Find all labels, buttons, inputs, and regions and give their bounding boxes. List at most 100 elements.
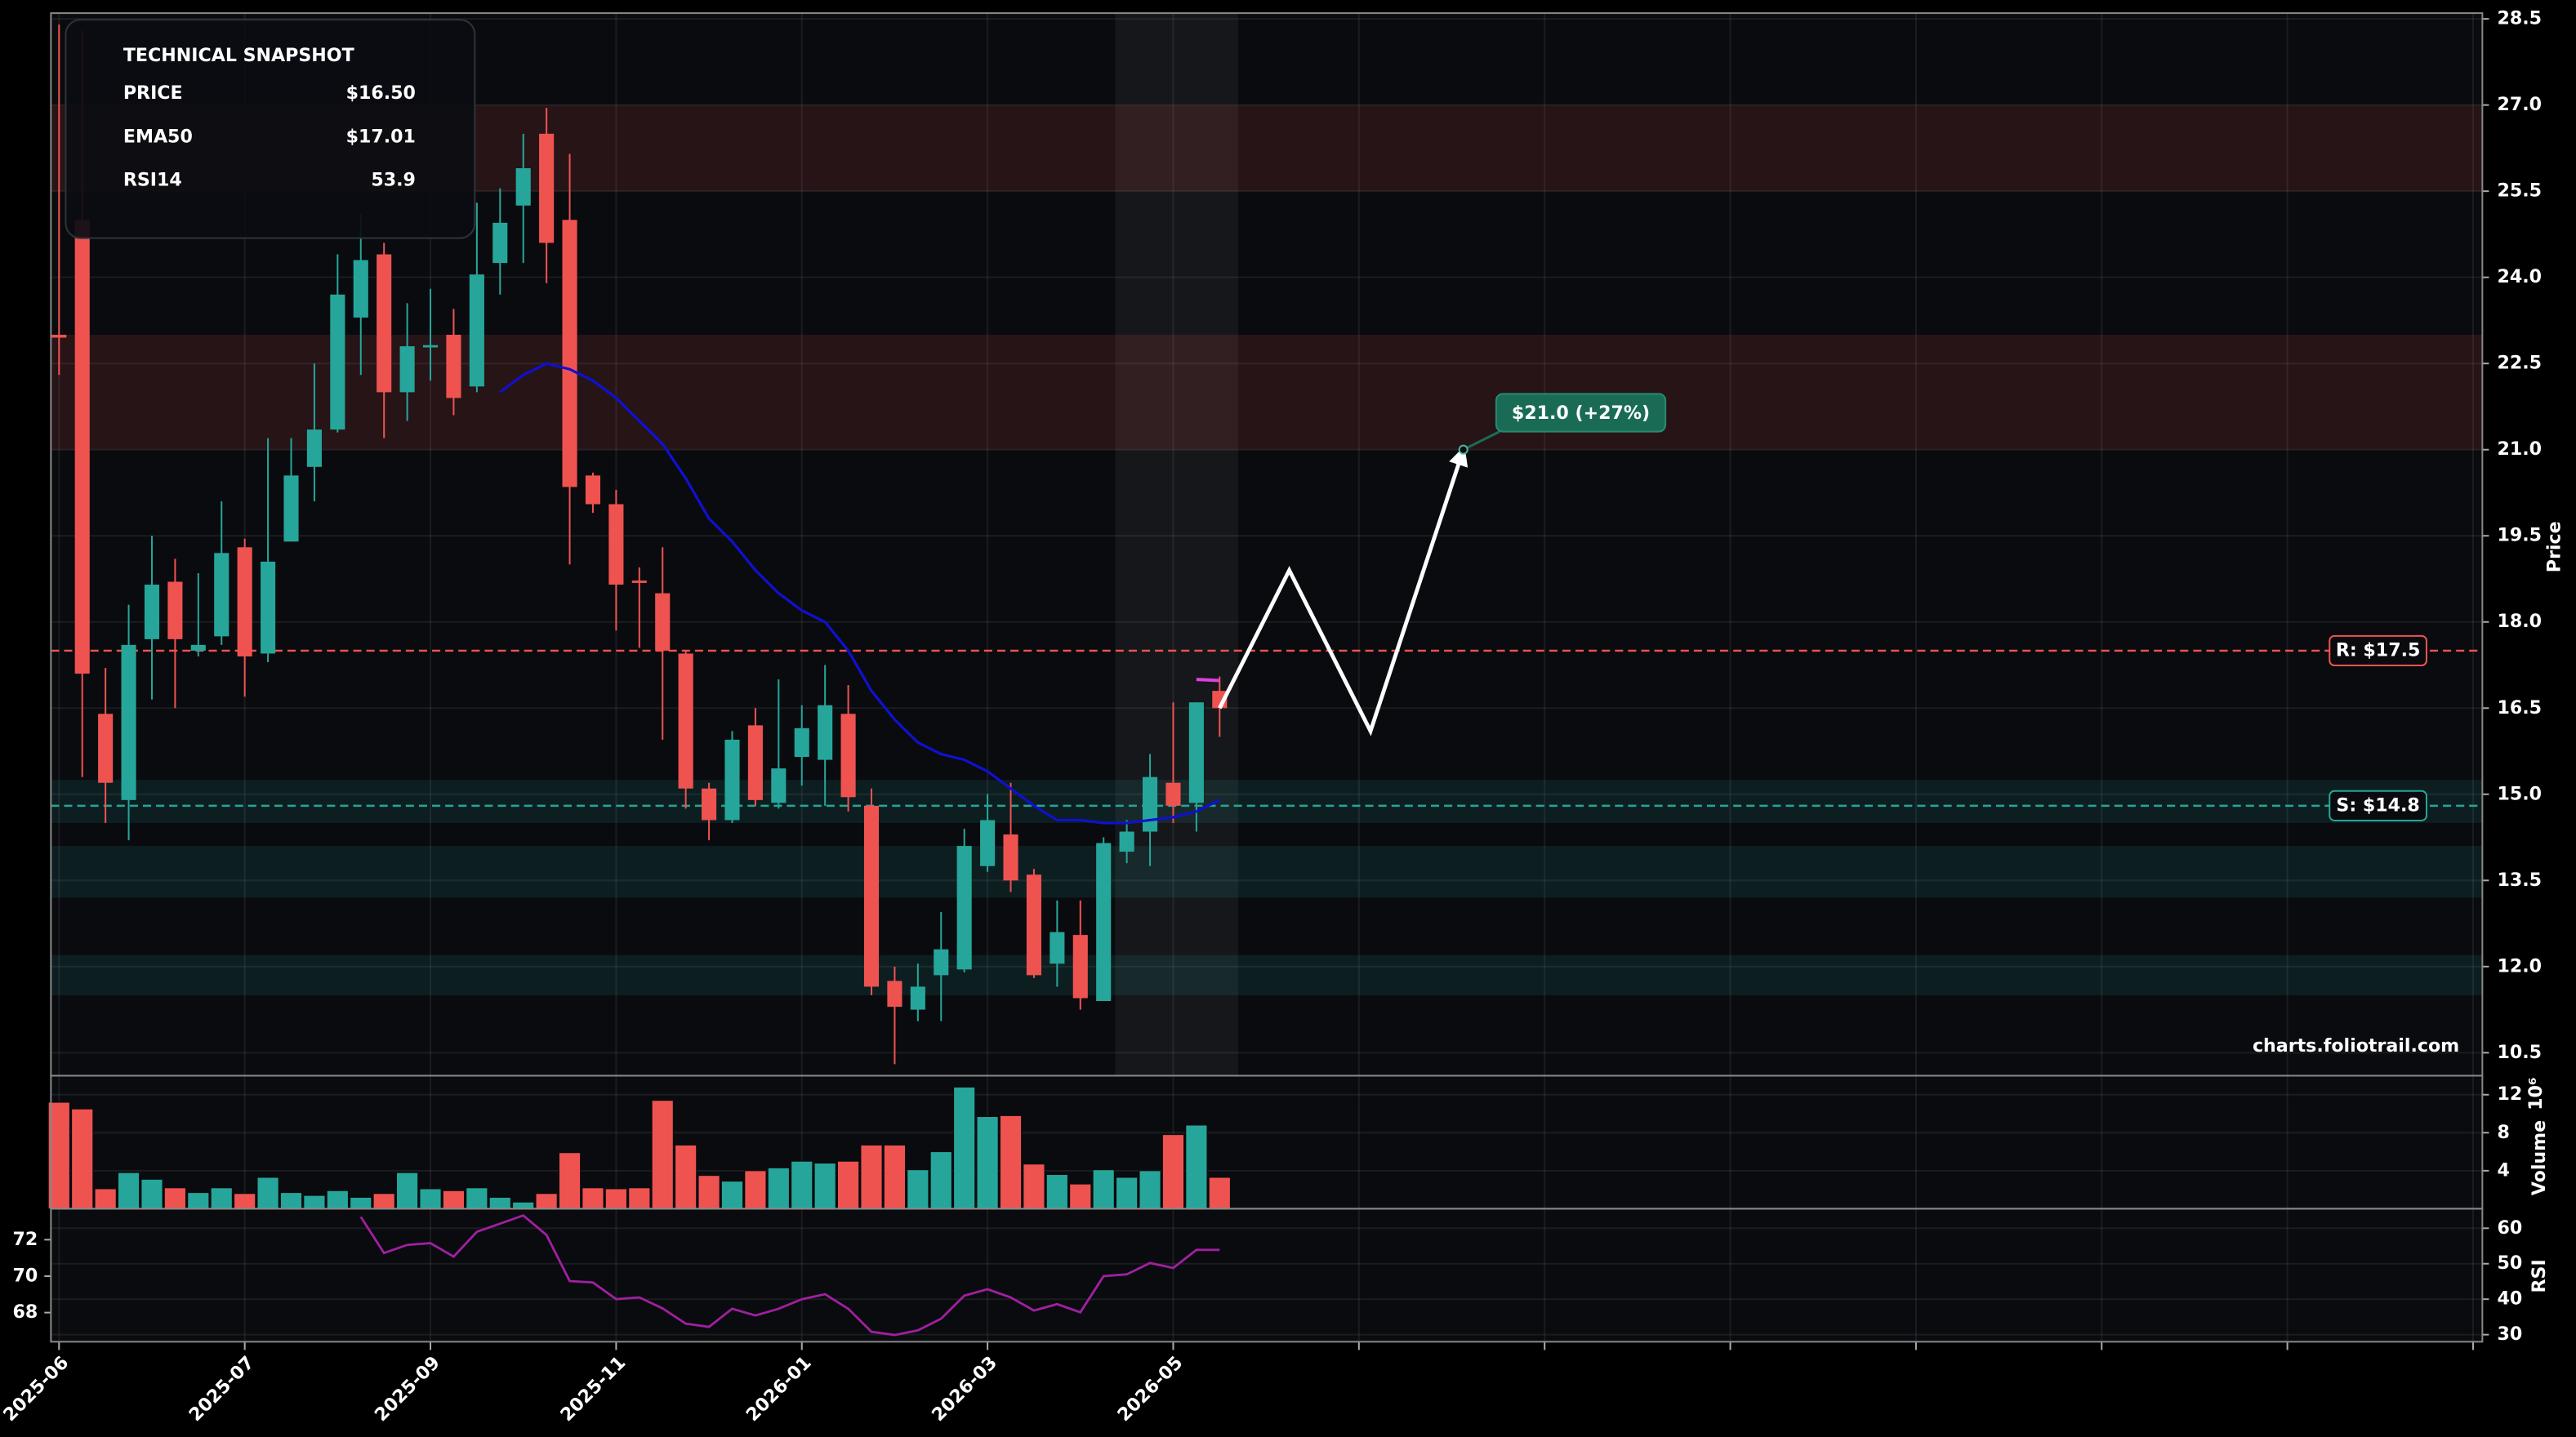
volume-bar [582,1187,604,1209]
volume-bar [71,1108,94,1209]
level-label: S: $14.8 [2336,794,2419,816]
volume-bar [675,1144,697,1209]
zone [51,954,2483,996]
zone [51,780,2483,823]
level-label-box [2329,634,2427,667]
annotation-box [1495,393,1667,433]
candle-body [980,820,996,866]
candle-body [1142,776,1158,832]
y-tick-label: 28.5 [2497,8,2542,29]
volume-bar [1045,1174,1068,1209]
y-tick-label: 4 [2497,1159,2509,1181]
candle-body [469,274,484,387]
candle-body [144,585,160,639]
candle-body [1165,782,1181,806]
volume-bar [883,1144,906,1209]
candle-body [167,581,183,639]
axis-offset: 10⁶ [2525,1077,2547,1110]
volume-bar [1208,1177,1231,1209]
candle-body [934,949,949,976]
projection-line [1218,446,1468,736]
volume-bar [604,1188,627,1209]
panel [51,1075,2483,1209]
annotation-leader [1463,430,1500,452]
rsi-line [359,1214,1220,1337]
candle-body [353,260,368,318]
y-tick-label: 22.5 [2497,353,2542,374]
y-tick-label: 15.0 [2497,783,2542,804]
candle-body [1003,834,1018,881]
candle-body [399,346,415,393]
candle-body [840,714,856,798]
candle-body [1096,843,1112,1002]
snapshot-box [65,19,476,239]
candle-body [747,725,763,800]
axis-title: Volume [2529,1120,2550,1195]
watermark: charts.foliotrail.com [2253,1035,2459,1057]
candle-body [283,475,299,542]
candle-body [261,561,276,654]
volume-bar [1023,1163,1045,1209]
candle-body [887,981,902,1008]
panel-border [50,1208,2484,1343]
volume-bar [187,1192,210,1209]
volume-bar [1069,1183,1092,1209]
candle-body [1119,831,1134,852]
candle-body [794,727,809,758]
snapshot-label: PRICE [123,82,183,104]
snapshot-title: TECHNICAL SNAPSHOT [123,45,354,66]
highlight-band [1115,13,1239,1076]
volume-bar [94,1188,117,1209]
candle-body [724,739,740,821]
snapshot-label: EMA50 [123,126,193,147]
volume-bar [442,1190,466,1209]
volume-bar [1116,1177,1139,1209]
candle-body [863,805,880,987]
candle-body [51,335,67,338]
volume-bar [860,1144,883,1209]
candle-body [678,653,693,789]
volume-bar [350,1196,372,1209]
target-point [1458,444,1468,455]
candle-body [446,335,461,398]
candle-body [330,294,345,430]
volume-bar [953,1086,976,1209]
y2-tick-label: 68 [12,1301,38,1323]
candle-body [121,644,136,800]
volume-bar [303,1195,326,1209]
y-tick-label: 12 [2497,1083,2522,1105]
annotation: $21.0 (+27%) [1512,403,1650,424]
level-label: R: $17.5 [2336,639,2421,661]
volume-bar [1139,1170,1161,1209]
axis-title: RSI [2529,1259,2550,1292]
volume-bar [628,1187,651,1209]
candle-body [1050,932,1065,964]
candle-body [1188,702,1204,803]
y-tick-label: 60 [2497,1217,2522,1239]
volume-bar [767,1167,790,1209]
y-tick-label: 12.0 [2497,955,2542,977]
candle-body [608,504,624,585]
candle-body [74,220,90,674]
y-tick-label: 19.5 [2497,525,2542,546]
volume-bar [1092,1169,1115,1209]
y-tick-label: 18.0 [2497,611,2542,632]
y-tick-label: 30 [2497,1324,2522,1345]
snapshot-label: RSI14 [123,170,182,191]
snapshot-value: $16.50 [346,82,416,104]
volume-bar [117,1172,140,1209]
volume-bar [256,1177,279,1209]
volume-bar [720,1181,744,1209]
zone [51,335,2483,450]
candle-body [910,986,925,1010]
volume-bar [791,1160,813,1209]
y-tick-label: 21.0 [2497,438,2542,460]
candle-body [422,345,439,348]
y-tick-label: 25.5 [2497,180,2542,202]
volume-bar [234,1193,256,1209]
y-tick-label: 27.0 [2497,94,2542,115]
volume-bar [163,1187,186,1209]
candle-body [214,553,230,637]
volume-bar [651,1100,674,1209]
